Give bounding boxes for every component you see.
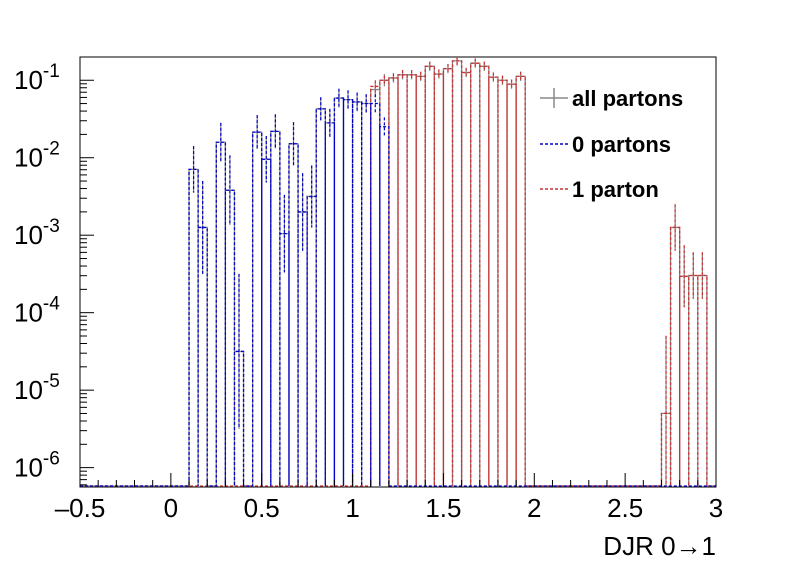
x-tick-label: 1.5 (425, 493, 461, 523)
series-0-partons (80, 88, 716, 487)
x-tick-label: 0.5 (244, 493, 280, 523)
histogram-line (80, 60, 716, 487)
histogram-line (80, 97, 716, 487)
legend-label-1-parton: 1 parton (572, 177, 659, 202)
x-axis-title: DJR 0→1 (603, 531, 716, 561)
x-axis-ticks: –0.5 0 0.5 1 1.5 2 2.5 3 (55, 473, 723, 523)
x-tick-label: 3 (709, 493, 723, 523)
y-tick-label: 10-6 (14, 449, 60, 483)
x-tick-label: 1 (345, 493, 359, 523)
y-tick-label: 10-1 (14, 61, 60, 95)
x-tick-label: 2 (527, 493, 541, 523)
plot-frame (79, 56, 717, 488)
x-tick-label: 2.5 (607, 493, 643, 523)
y-tick-label: 10-5 (14, 371, 60, 405)
y-tick-label: 10-4 (14, 294, 60, 328)
x-tick-label: 0 (164, 493, 178, 523)
y-tick-label: 10-3 (14, 216, 60, 250)
legend-label-0-partons: 0 partons (572, 132, 671, 157)
x-tick-label: –0.5 (55, 493, 106, 523)
y-axis-ticks: 10-6 10-5 10-4 10-3 10-2 10-1 (14, 61, 94, 486)
y-tick-label: 10-2 (14, 139, 60, 173)
series-layer (80, 57, 716, 487)
legend: all partons 0 partons 1 parton (540, 86, 683, 202)
legend-label-all-partons: all partons (572, 86, 683, 111)
series-1-parton (80, 57, 716, 487)
